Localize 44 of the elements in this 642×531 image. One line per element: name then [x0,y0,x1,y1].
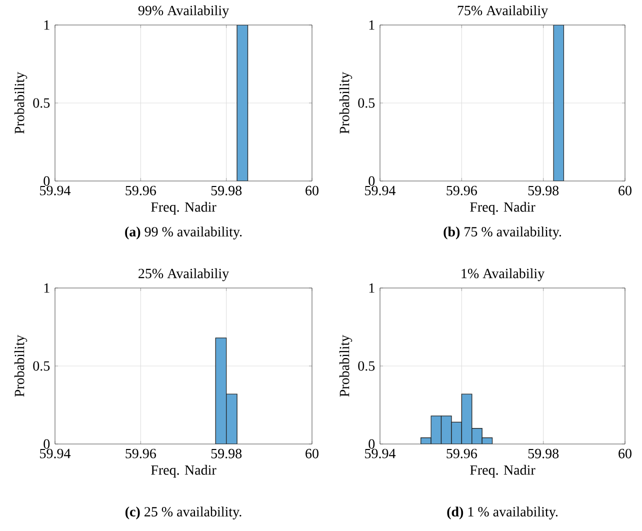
chart-title: 25% Availabiliy [138,268,230,282]
y-tick-label: 0 [44,439,50,449]
y-tick-label: 1 [369,283,374,293]
y-axis-title: Probability [14,72,28,134]
chart-title: 99% Availabiliy [138,5,230,18]
y-tick-label: 0.5 [358,361,375,371]
x-axis-title: Freq. Nadir [470,202,536,215]
x-tick-label: 59.94 [40,186,71,196]
x-tick-label: 60 [306,186,318,196]
y-tick-label: 0 [368,439,375,449]
x-tick-label: 59.94 [365,186,396,196]
y-axis-title: Probability [339,72,352,134]
x-axis-title: Freq. Nadir [470,464,536,478]
y-axis-title: Probability [14,334,28,397]
x-tick-label: 59.94 [40,448,71,458]
x-tick-label: 60 [306,448,318,458]
x-tick-label: 59.98 [211,448,242,458]
y-tick-label: 1 [369,20,374,30]
y-tick-label: 0.5 [33,98,50,108]
text: (d) 1 % availability. [447,506,558,520]
chart-title: 1% Availabiliy [462,268,545,282]
x-tick-label: 59.96 [446,186,478,196]
y-axis-title: Probability [339,334,352,397]
x-tick-label: 60 [618,448,632,458]
x-axis-title: Freq. Nadir [151,202,216,215]
y-tick-label: 1 [44,20,50,30]
y-tick-label: 0.5 [33,361,50,371]
x-tick-label: 59.94 [365,448,396,458]
x-tick-label: 59.96 [446,448,478,458]
x-tick-label: 59.98 [528,186,559,196]
chart-title: 75% Availabiliy [458,5,548,18]
x-tick-label: 59.98 [211,186,242,196]
x-tick-label: 59.98 [528,448,559,458]
text: (b) 75 % availability. [444,226,562,240]
x-tick-label: 59.96 [126,448,156,458]
text: (c) 25 % availability. [125,506,242,520]
y-tick-label: 0.5 [358,98,375,108]
x-tick-label: 59.96 [126,186,156,196]
y-tick-label: 0 [368,176,375,186]
y-tick-label: 0 [44,176,50,186]
text: (a) 99 % availability. [125,226,242,240]
x-tick-label: 60 [618,186,632,196]
x-axis-title: Freq. Nadir [151,464,216,478]
y-tick-label: 1 [44,283,50,293]
